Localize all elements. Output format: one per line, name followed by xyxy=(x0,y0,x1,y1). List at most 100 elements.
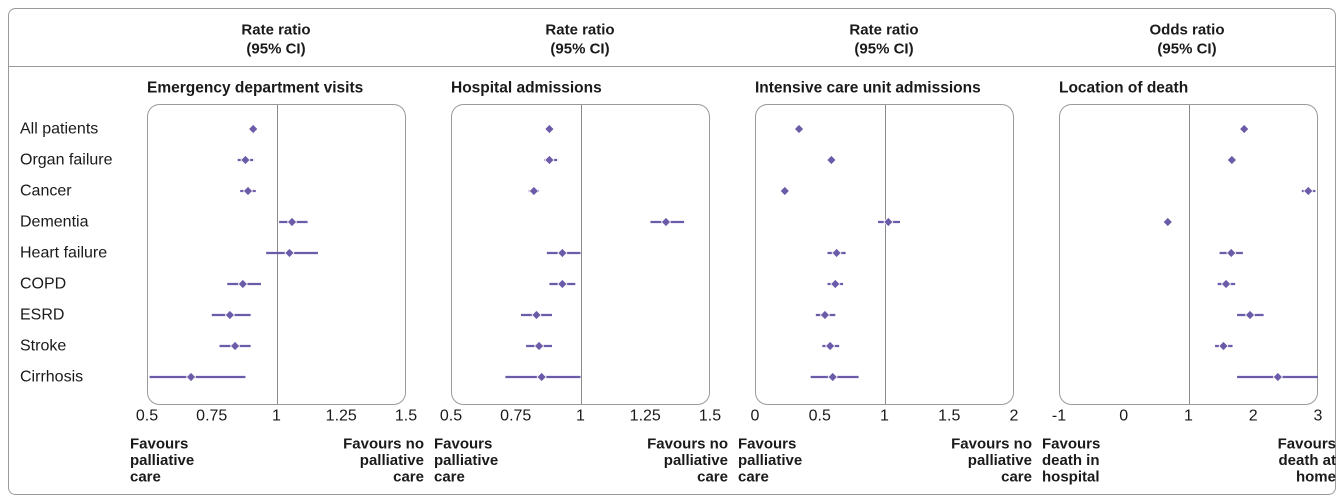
x-tick-label: 1 xyxy=(880,408,889,425)
x-tick-label: 1.5 xyxy=(699,408,721,425)
favours-right-label: care xyxy=(1001,469,1032,486)
point-estimate xyxy=(793,123,805,135)
favours-left-label: Favours xyxy=(1042,436,1100,453)
panel-header-line: Rate ratio xyxy=(241,22,310,39)
favours-right-label: Favours no xyxy=(647,436,728,453)
x-tick-label: 1 xyxy=(576,408,585,425)
category-label: Cancer xyxy=(20,183,72,200)
point-estimate xyxy=(1220,278,1232,290)
point-estimate xyxy=(1162,216,1173,228)
x-tick-label: 0 xyxy=(1119,408,1128,425)
favours-right-label: care xyxy=(393,469,424,486)
point-estimate xyxy=(779,185,790,197)
point-estimate xyxy=(536,371,547,383)
favours-left-label: care xyxy=(738,469,769,486)
point-estimate xyxy=(240,154,251,166)
favours-left-label: hospital xyxy=(1042,469,1100,486)
favours-right-label: Favours no xyxy=(343,436,424,453)
point-estimate xyxy=(284,247,295,259)
plot-box xyxy=(147,104,406,405)
point-estimate xyxy=(237,278,248,290)
favours-right-label: palliative xyxy=(360,452,424,469)
point-estimate xyxy=(883,216,894,228)
category-label: All patients xyxy=(20,121,98,138)
category-label: Heart failure xyxy=(20,245,107,262)
point-estimate xyxy=(248,123,259,135)
point-estimate xyxy=(242,185,254,197)
category-label: Organ failure xyxy=(20,152,113,169)
x-tick-label: 0.75 xyxy=(500,408,531,425)
favours-right-label: palliative xyxy=(968,452,1032,469)
point-estimate xyxy=(533,340,545,352)
x-tick-label: 0.75 xyxy=(196,408,227,425)
favours-left-label: care xyxy=(434,469,465,486)
point-estimate xyxy=(1226,154,1238,166)
favours-right-label: death at xyxy=(1278,452,1336,469)
favours-right-label: care xyxy=(697,469,728,486)
point-estimate xyxy=(1239,123,1250,135)
favours-left-label: care xyxy=(130,469,161,486)
x-tick-label: 0.5 xyxy=(136,408,158,425)
panel-header-line: (95% CI) xyxy=(550,41,609,58)
point-estimate xyxy=(1226,247,1237,259)
x-tick-label: 3 xyxy=(1314,408,1323,425)
x-tick-label: 0 xyxy=(751,408,760,425)
favours-right-label: palliative xyxy=(664,452,728,469)
favours-left-label: Favours xyxy=(434,436,492,453)
x-tick-label: 1 xyxy=(1184,408,1193,425)
favours-left-label: Favours xyxy=(130,436,188,453)
point-estimate xyxy=(826,154,837,166)
point-estimate xyxy=(528,185,540,197)
x-tick-label: -1 xyxy=(1052,408,1066,425)
point-estimate xyxy=(1244,309,1256,321)
category-label: COPD xyxy=(20,276,66,293)
point-estimate xyxy=(830,278,841,290)
forest-panel: Rate ratio (95% CI) Emergency department v… xyxy=(130,22,424,486)
x-tick-label: 1.25 xyxy=(630,408,661,425)
point-estimate xyxy=(531,309,542,321)
point-estimate xyxy=(824,340,836,352)
point-estimate xyxy=(185,371,197,383)
point-estimate xyxy=(557,247,568,259)
forest-panel: Rate ratio (95% CI) Hospital admissions 0.5… xyxy=(434,22,728,486)
favours-right-label: Favours no xyxy=(951,436,1032,453)
forest-panels: Rate ratio (95% CI) Emergency department v… xyxy=(130,22,1336,486)
x-tick-label: 2 xyxy=(1010,408,1019,425)
x-tick-label: 2 xyxy=(1249,408,1258,425)
panel-title: Emergency department visits xyxy=(147,80,363,97)
point-estimate xyxy=(557,278,568,290)
point-estimate xyxy=(544,123,555,135)
panel-title: Intensive care unit admissions xyxy=(755,80,981,97)
panel-header-line: (95% CI) xyxy=(246,41,305,58)
x-tick-label: 1.5 xyxy=(938,408,960,425)
point-estimate xyxy=(660,216,672,228)
panel-header-line: (95% CI) xyxy=(854,41,913,58)
point-estimate xyxy=(224,309,236,321)
plot-box xyxy=(451,104,710,405)
favours-left-label: palliative xyxy=(130,452,194,469)
category-label: ESRD xyxy=(20,307,64,324)
favours-right-label: Favours xyxy=(1278,436,1336,453)
favours-left-label: palliative xyxy=(738,452,802,469)
x-tick-label: 0.5 xyxy=(809,408,831,425)
favours-left-label: Favours xyxy=(738,436,796,453)
category-label: Cirrhosis xyxy=(20,369,83,386)
x-tick-label: 1.25 xyxy=(326,408,357,425)
point-estimate xyxy=(286,216,298,228)
favours-right-label: home xyxy=(1296,469,1336,486)
plot-box xyxy=(755,104,1014,405)
panel-title: Hospital admissions xyxy=(451,80,602,97)
x-tick-label: 0.5 xyxy=(440,408,462,425)
favours-left-label: death in xyxy=(1042,452,1100,469)
category-labels: All patients Organ failure Cancer Dementia H… xyxy=(20,121,113,386)
panel-header-line: Rate ratio xyxy=(545,22,614,39)
point-estimate xyxy=(827,371,838,383)
panel-header-line: Odds ratio xyxy=(1149,22,1224,39)
point-estimate xyxy=(819,309,831,321)
favours-left-label: palliative xyxy=(434,452,498,469)
category-label: Stroke xyxy=(20,338,66,355)
category-label: Dementia xyxy=(20,214,89,231)
panel-header-line: (95% CI) xyxy=(1157,41,1216,58)
point-estimate xyxy=(1303,185,1314,197)
